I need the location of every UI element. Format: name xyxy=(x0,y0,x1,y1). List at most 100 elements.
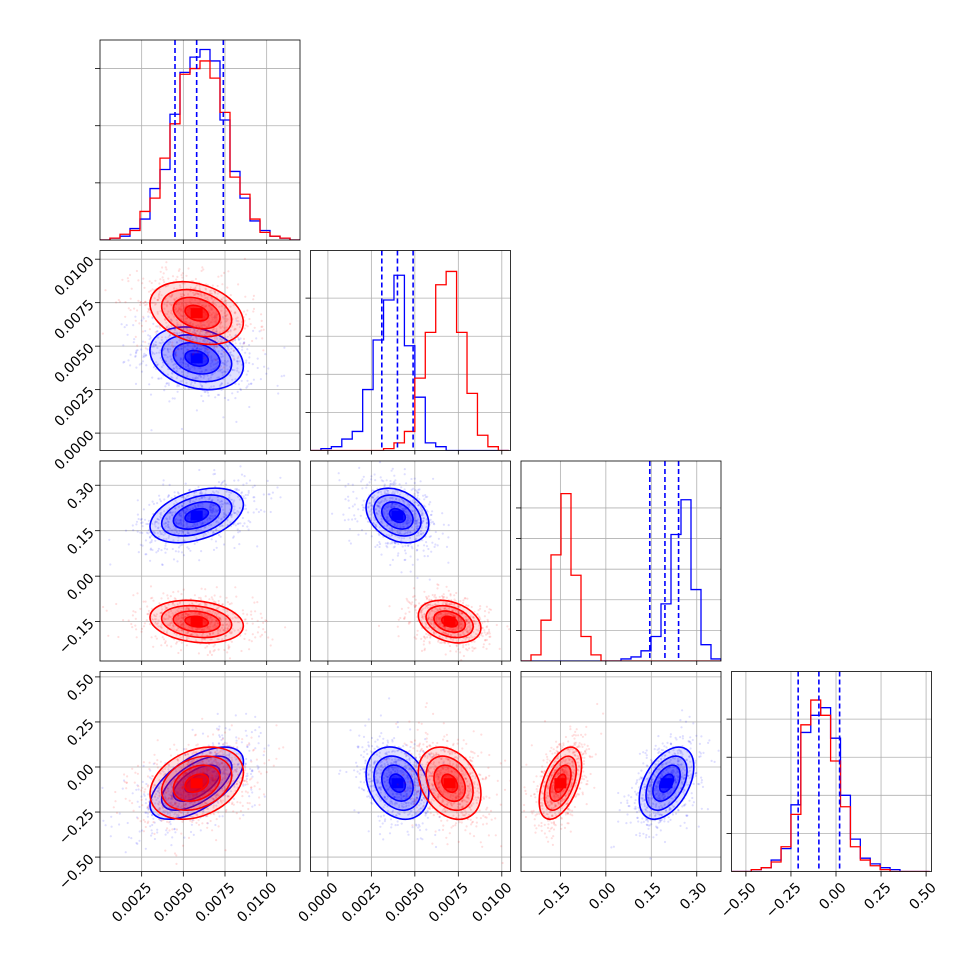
panel-frame xyxy=(310,250,511,451)
contour-blue-0 xyxy=(388,773,407,793)
peak-bin-blue xyxy=(391,778,404,789)
x-tick-label-3-4: 0.50 xyxy=(906,880,939,913)
scatter-content xyxy=(102,465,287,660)
peak-bin-blue xyxy=(190,353,203,364)
x-tick-label-1-2: 0.0050 xyxy=(382,880,428,926)
contour-red-2 xyxy=(160,755,233,811)
peak-bin-blue xyxy=(660,778,673,789)
x-tick-label-3-0: −0.50 xyxy=(718,880,760,922)
panel-frame xyxy=(731,671,932,872)
peak-bin-red xyxy=(443,778,456,789)
x-tick-label-1-0: 0.0000 xyxy=(296,880,342,926)
contour-blue-1 xyxy=(381,501,414,530)
contour-red-1 xyxy=(433,610,467,634)
contour-blue-2 xyxy=(160,494,233,537)
y-tick-label-3-0: −0.50 xyxy=(56,851,98,893)
contour-red-3 xyxy=(417,599,482,644)
panel-frame xyxy=(99,671,301,872)
peak-bin-blue xyxy=(190,510,203,521)
contour-blue-2 xyxy=(645,755,688,812)
panel-frame xyxy=(520,460,722,662)
contour-red-3 xyxy=(538,746,583,821)
x-tick-label-2-2: 0.15 xyxy=(632,880,665,913)
histogram-blue-2 xyxy=(521,499,721,661)
scatter-panel-0-1 xyxy=(99,250,301,451)
peak-bin-blue xyxy=(391,510,404,521)
x-tick-label-2-0: −0.15 xyxy=(532,880,574,922)
contour-red-3 xyxy=(417,746,482,821)
y-tick-label-3-3: 0.25 xyxy=(64,716,97,749)
histogram-red-0 xyxy=(100,60,300,240)
scatter-content xyxy=(523,702,720,860)
scatter-content xyxy=(331,461,511,661)
contour-red-3 xyxy=(149,281,245,346)
scatter-content xyxy=(101,257,292,432)
panel-frame xyxy=(99,460,301,662)
contour-red-2 xyxy=(425,755,474,812)
x-tick-label-0-2: 0.0075 xyxy=(193,880,239,926)
x-tick-label-2-1: 0.00 xyxy=(586,880,619,913)
x-tick-label-1-4: 0.0100 xyxy=(469,880,515,926)
peak-bin-red xyxy=(443,616,456,627)
scatter-panel-2-3 xyxy=(520,671,722,872)
y-tick-label-1-2: 0.0050 xyxy=(52,340,98,386)
panel-frame xyxy=(520,671,722,872)
y-tick-label-1-4: 0.0100 xyxy=(52,254,98,300)
y-tick-label-2-2: 0.15 xyxy=(64,525,97,558)
contour-red-2 xyxy=(160,288,233,338)
scatter-points-blue xyxy=(610,709,720,860)
histogram-panel-1 xyxy=(305,250,511,451)
peak-bin-red xyxy=(190,778,203,789)
histogram-blue-1 xyxy=(310,274,509,451)
x-tick-label-0-3: 0.0100 xyxy=(234,880,280,926)
x-tick-label-3-3: 0.25 xyxy=(861,880,894,913)
x-tick-label-3-2: 0.00 xyxy=(816,880,849,913)
scatter-points-red xyxy=(102,585,287,660)
scatter-panel-1-2 xyxy=(310,460,511,662)
contour-red-1 xyxy=(172,296,221,330)
x-tick-label-0-0: 0.0025 xyxy=(109,880,155,926)
contour-blue-1 xyxy=(172,500,221,530)
contour-red-3 xyxy=(149,746,245,821)
y-tick-label-1-3: 0.0075 xyxy=(52,297,98,343)
x-tick-label-3-1: −0.25 xyxy=(763,880,805,922)
histogram-red-2 xyxy=(521,493,721,661)
contour-blue-0 xyxy=(388,507,407,524)
y-tick-label-2-1: 0.00 xyxy=(64,570,97,603)
y-tick-label-3-2: 0.00 xyxy=(64,761,97,794)
peak-bin-red xyxy=(554,778,567,789)
peak-bin-red xyxy=(190,616,203,627)
histogram-blue-0 xyxy=(100,48,300,240)
histogram-red-3 xyxy=(731,699,930,872)
panel-frame xyxy=(99,39,301,241)
contour-red-3 xyxy=(149,599,245,644)
contour-red-2 xyxy=(543,755,578,812)
contour-blue-0 xyxy=(184,349,210,367)
contour-blue-1 xyxy=(381,764,414,802)
contour-red-0 xyxy=(184,615,210,628)
x-tick-label-0-1: 0.0050 xyxy=(151,880,197,926)
scatter-panel-0-2 xyxy=(99,460,301,662)
contour-blue-0 xyxy=(184,507,210,524)
contour-red-1 xyxy=(548,764,572,803)
contour-blue-3 xyxy=(638,746,695,820)
y-tick-label-1-0: 0.0000 xyxy=(52,427,98,473)
contour-red-0 xyxy=(184,773,210,794)
contour-blue-1 xyxy=(172,764,221,802)
y-tick-label-1-1: 0.0025 xyxy=(52,384,98,430)
peak-bin-red xyxy=(190,308,203,319)
contour-red-2 xyxy=(425,604,474,639)
contour-blue-3 xyxy=(365,746,430,821)
histogram-panel-2 xyxy=(516,460,722,662)
histogram-red-1 xyxy=(310,270,509,451)
contour-red-2 xyxy=(160,604,233,639)
histogram-panel-3 xyxy=(726,671,932,872)
x-tick-label-1-3: 0.0075 xyxy=(426,880,472,926)
scatter-panel-1-3 xyxy=(310,671,511,872)
contour-red-1 xyxy=(172,764,221,802)
contour-red-0 xyxy=(184,304,210,322)
y-tick-label-2-3: 0.30 xyxy=(64,480,97,513)
contour-blue-3 xyxy=(365,487,430,544)
histogram-panel-0 xyxy=(95,39,301,241)
